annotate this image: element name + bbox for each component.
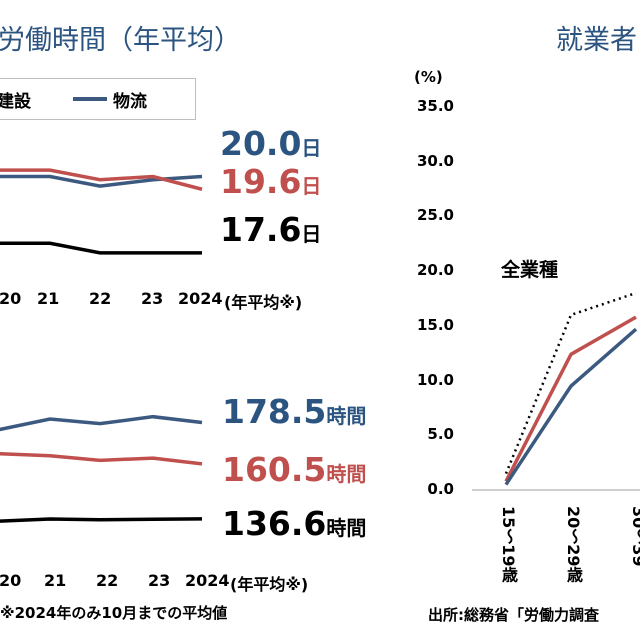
hours-value-construction: 160.5時間: [222, 450, 367, 489]
age-ytick: 0.0: [427, 480, 454, 498]
age-ytick: 10.0: [416, 370, 454, 389]
age-ytick: 15.0: [416, 315, 454, 334]
hours-xtick-suffix: (年平均※): [230, 575, 309, 594]
days-value-construction: 19.6日: [220, 162, 322, 201]
hours-xtick: 20: [0, 571, 22, 590]
age-ytick: 25.0: [416, 206, 454, 225]
legend-logistics-label: 物流: [113, 92, 147, 112]
days-value-logistics: 20.0日: [220, 124, 322, 163]
days-xtick: 20: [0, 289, 22, 308]
days-value-all: 17.6日: [220, 210, 322, 249]
age-annotation: 全業種: [501, 259, 559, 281]
age-line-construction: [504, 315, 637, 483]
hours-xtick: 23: [148, 571, 171, 590]
days-xtick: 23: [141, 289, 164, 308]
age-line-all: [504, 291, 637, 475]
left-chart-title: 労働時間（年平均）: [0, 25, 241, 56]
days-xtick: 2024: [178, 289, 223, 308]
age-unit-label: (%): [414, 68, 443, 86]
age-xlabel: 20～29歳: [564, 506, 583, 583]
age-ytick: 35.0: [416, 97, 454, 115]
hours-value-all: 136.6時間: [222, 504, 367, 543]
hours-xtick: 22: [96, 571, 119, 590]
right-chart-title: 就業者: [556, 25, 637, 56]
days-xtick-suffix: (年平均※): [224, 293, 303, 312]
hours-line-construction: [0, 451, 203, 466]
age-xlabel: 30～39: [629, 506, 640, 567]
age-ytick: 30.0: [416, 151, 454, 170]
days-line-all: [0, 241, 202, 255]
hours-line-logistics: [0, 414, 203, 432]
footnote: ※2024年のみ10月までの平均値: [0, 604, 228, 622]
hours-xtick: 2024: [185, 571, 230, 590]
hours-xtick: 21: [44, 571, 67, 590]
hours-line-all: [0, 517, 203, 523]
legend-construction-label: 建設: [0, 92, 31, 112]
legend-logistics-swatch: [73, 97, 107, 101]
days-xtick: 21: [37, 289, 60, 308]
age-ytick: 5.0: [427, 425, 454, 444]
legend: 建設 物流: [0, 78, 196, 120]
age-ytick: 20.0: [416, 261, 454, 280]
days-xtick: 22: [89, 289, 112, 308]
age-xlabel: 15～19歳: [499, 506, 518, 583]
age-line-logistics: [504, 327, 638, 486]
source-note: 出所:総務省「労働力調査: [428, 606, 599, 624]
days-line-construction: [0, 168, 203, 191]
days-line-logistics: [0, 174, 203, 188]
hours-value-logistics: 178.5時間: [222, 392, 367, 431]
